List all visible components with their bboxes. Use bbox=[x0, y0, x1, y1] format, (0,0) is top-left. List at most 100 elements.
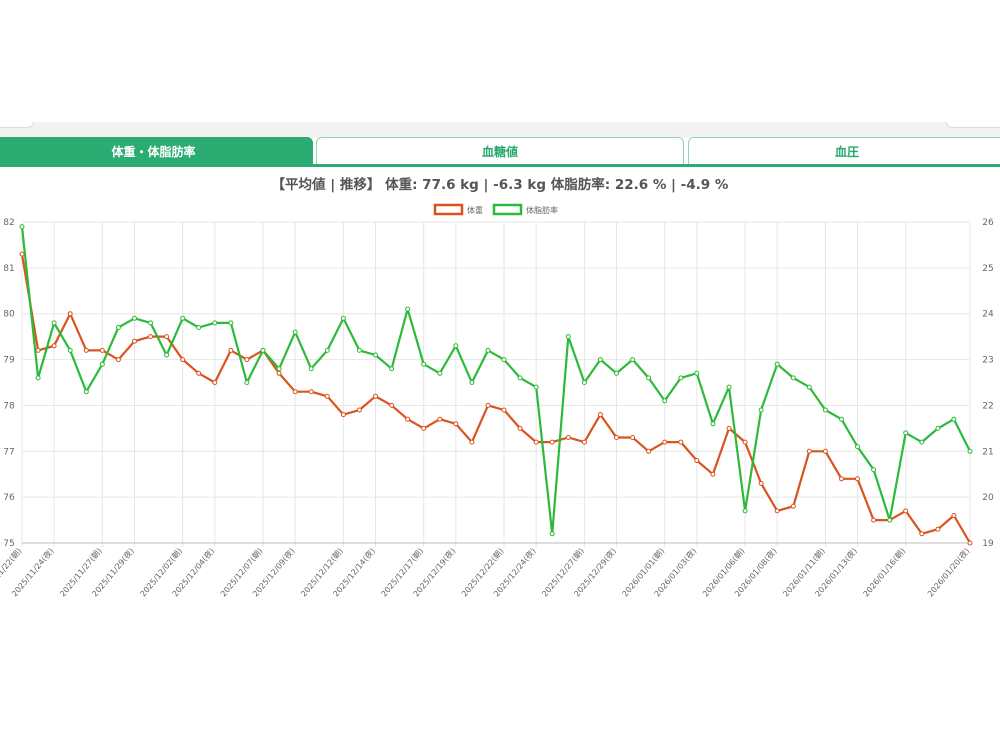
data-point[interactable] bbox=[421, 425, 427, 431]
data-point[interactable] bbox=[67, 311, 73, 317]
data-point[interactable] bbox=[83, 389, 89, 395]
data-point[interactable] bbox=[389, 402, 395, 408]
data-point[interactable] bbox=[196, 370, 202, 376]
data-point[interactable] bbox=[292, 389, 298, 395]
data-point[interactable] bbox=[35, 375, 41, 381]
data-point[interactable] bbox=[485, 402, 491, 408]
data-point[interactable] bbox=[132, 338, 137, 344]
data-point[interactable] bbox=[51, 320, 57, 326]
data-point[interactable] bbox=[83, 347, 89, 353]
data-point[interactable] bbox=[244, 357, 250, 363]
data-point[interactable] bbox=[501, 357, 507, 363]
data-point[interactable] bbox=[839, 476, 844, 482]
data-point[interactable] bbox=[99, 361, 105, 367]
data-point[interactable] bbox=[694, 370, 700, 376]
data-point[interactable] bbox=[196, 325, 202, 330]
data-point[interactable] bbox=[35, 347, 41, 353]
data-point[interactable] bbox=[919, 439, 925, 445]
data-point[interactable] bbox=[340, 412, 346, 418]
data-point[interactable] bbox=[340, 315, 346, 321]
data-point[interactable] bbox=[228, 347, 234, 353]
data-point[interactable] bbox=[228, 320, 234, 326]
data-point[interactable] bbox=[421, 361, 427, 367]
data-point[interactable] bbox=[726, 425, 732, 431]
data-point[interactable] bbox=[437, 416, 443, 422]
data-point[interactable] bbox=[742, 439, 748, 445]
data-point[interactable] bbox=[581, 380, 587, 385]
data-point[interactable] bbox=[276, 366, 282, 372]
data-point[interactable] bbox=[758, 407, 764, 413]
data-point[interactable] bbox=[549, 439, 555, 445]
data-point[interactable] bbox=[758, 480, 764, 486]
data-point[interactable] bbox=[164, 352, 170, 358]
data-point[interactable] bbox=[774, 508, 780, 514]
data-point[interactable] bbox=[565, 334, 571, 340]
data-point[interactable] bbox=[453, 421, 459, 427]
data-point[interactable] bbox=[887, 517, 893, 523]
data-point[interactable] bbox=[517, 375, 523, 381]
data-point[interactable] bbox=[485, 347, 491, 353]
tab-weight-bodyfat[interactable]: 体重・体脂肪率 bbox=[0, 137, 313, 164]
data-point[interactable] bbox=[67, 347, 73, 353]
data-point[interactable] bbox=[919, 531, 925, 537]
data-point[interactable] bbox=[678, 439, 684, 445]
data-point[interactable] bbox=[742, 508, 748, 514]
data-point[interactable] bbox=[356, 407, 362, 413]
data-point[interactable] bbox=[373, 352, 378, 358]
data-point[interactable] bbox=[180, 315, 186, 321]
data-point[interactable] bbox=[646, 448, 652, 454]
data-point[interactable] bbox=[597, 412, 603, 418]
data-point[interactable] bbox=[630, 357, 636, 363]
data-point[interactable] bbox=[951, 513, 957, 518]
data-point[interactable] bbox=[501, 407, 507, 413]
data-point[interactable] bbox=[935, 526, 941, 532]
data-point[interactable] bbox=[533, 439, 539, 445]
data-point[interactable] bbox=[148, 320, 153, 326]
data-point[interactable] bbox=[356, 347, 362, 353]
data-point[interactable] bbox=[469, 380, 475, 385]
data-point[interactable] bbox=[549, 531, 555, 537]
data-point[interactable] bbox=[437, 370, 443, 376]
data-point[interactable] bbox=[710, 471, 716, 477]
data-point[interactable] bbox=[565, 435, 571, 440]
data-point[interactable] bbox=[19, 224, 25, 230]
data-point[interactable] bbox=[115, 325, 121, 330]
data-point[interactable] bbox=[405, 416, 411, 422]
data-point[interactable] bbox=[308, 366, 314, 372]
data-point[interactable] bbox=[967, 540, 973, 546]
data-point[interactable] bbox=[260, 347, 266, 353]
data-point[interactable] bbox=[871, 517, 877, 523]
data-point[interactable] bbox=[324, 393, 330, 399]
data-point[interactable] bbox=[517, 425, 523, 431]
data-point[interactable] bbox=[389, 366, 395, 372]
data-point[interactable] bbox=[99, 347, 105, 353]
data-point[interactable] bbox=[951, 416, 957, 422]
data-point[interactable] bbox=[132, 315, 137, 321]
data-point[interactable] bbox=[533, 384, 539, 390]
data-point[interactable] bbox=[822, 407, 828, 413]
data-point[interactable] bbox=[148, 334, 153, 340]
data-point[interactable] bbox=[469, 439, 475, 445]
data-point[interactable] bbox=[276, 370, 282, 376]
data-point[interactable] bbox=[967, 448, 973, 454]
tab-blood-pressure[interactable]: 血圧 bbox=[688, 137, 1000, 164]
data-point[interactable] bbox=[19, 251, 25, 257]
data-point[interactable] bbox=[871, 467, 877, 473]
data-point[interactable] bbox=[630, 435, 636, 440]
data-point[interactable] bbox=[806, 448, 812, 454]
data-point[interactable] bbox=[790, 503, 796, 509]
data-point[interactable] bbox=[935, 425, 941, 431]
data-point[interactable] bbox=[662, 439, 668, 445]
data-point[interactable] bbox=[308, 389, 314, 395]
data-point[interactable] bbox=[212, 320, 218, 326]
data-point[interactable] bbox=[855, 444, 860, 450]
data-point[interactable] bbox=[790, 375, 796, 381]
data-point[interactable] bbox=[806, 384, 812, 390]
data-point[interactable] bbox=[694, 458, 700, 463]
data-point[interactable] bbox=[710, 421, 716, 427]
data-point[interactable] bbox=[373, 393, 378, 399]
data-point[interactable] bbox=[180, 357, 186, 363]
data-point[interactable] bbox=[822, 448, 828, 454]
data-point[interactable] bbox=[614, 435, 619, 440]
data-point[interactable] bbox=[903, 430, 909, 436]
